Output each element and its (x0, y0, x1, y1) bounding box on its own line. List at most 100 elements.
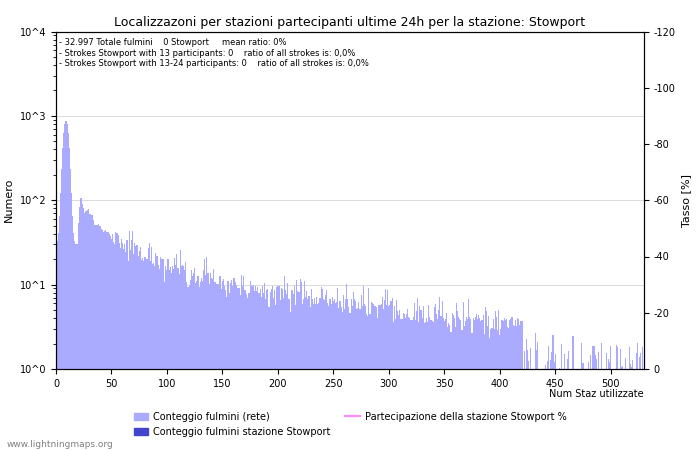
Bar (101, 229, 102, 450)
Bar (494, 329, 495, 450)
Bar (424, 323, 425, 450)
Bar (176, 254, 178, 450)
Bar (433, 322, 434, 450)
Bar (186, 282, 188, 450)
Bar (196, 281, 197, 450)
Bar (468, 299, 469, 450)
Bar (435, 304, 436, 450)
Bar (152, 264, 153, 450)
Bar (255, 286, 256, 450)
Bar (322, 289, 323, 450)
Bar (630, 364, 631, 450)
Bar (490, 329, 491, 450)
Bar (203, 270, 204, 450)
Bar (610, 346, 611, 450)
Bar (488, 316, 489, 450)
Bar (82, 204, 83, 450)
Bar (461, 329, 463, 450)
Bar (64, 124, 65, 450)
Bar (628, 369, 629, 450)
Bar (173, 269, 174, 450)
Bar (195, 283, 196, 450)
Bar (287, 284, 288, 450)
Bar (565, 369, 566, 450)
Bar (95, 225, 97, 450)
Bar (514, 320, 516, 450)
Bar (567, 359, 568, 450)
Bar (452, 313, 453, 450)
Bar (158, 265, 159, 450)
Bar (269, 307, 270, 450)
Bar (288, 299, 290, 450)
Bar (415, 320, 416, 450)
Bar (394, 306, 395, 450)
Bar (581, 342, 582, 450)
Bar (393, 322, 394, 450)
Bar (160, 257, 161, 450)
Bar (144, 257, 146, 450)
Bar (544, 369, 545, 450)
Bar (364, 304, 365, 450)
Bar (445, 319, 446, 450)
Bar (385, 289, 386, 450)
Bar (325, 295, 326, 450)
Bar (125, 252, 127, 450)
Bar (450, 332, 452, 450)
Bar (359, 309, 360, 450)
Bar (148, 243, 150, 450)
Bar (234, 278, 235, 450)
Bar (142, 258, 143, 450)
Bar (68, 133, 69, 450)
Bar (545, 364, 546, 450)
Bar (499, 335, 500, 450)
Bar (528, 361, 529, 450)
Bar (121, 239, 122, 450)
Bar (406, 314, 407, 450)
Bar (253, 285, 254, 450)
Bar (290, 290, 292, 450)
Bar (137, 256, 139, 450)
Bar (434, 307, 435, 450)
Bar (429, 317, 430, 450)
Bar (247, 298, 248, 450)
Bar (582, 363, 584, 450)
Bar (570, 369, 571, 450)
Bar (114, 244, 116, 450)
Bar (609, 362, 610, 450)
Bar (412, 320, 413, 450)
Bar (243, 276, 244, 450)
Bar (518, 320, 519, 450)
Bar (470, 319, 472, 450)
Bar (167, 260, 169, 450)
Bar (226, 297, 228, 450)
Text: - 32.997 Totale fulmini    0 Stowport     mean ratio: 0%
- Strokes Stowport with: - 32.997 Totale fulmini 0 Stowport mean … (59, 38, 369, 68)
Bar (456, 303, 457, 450)
Bar (487, 326, 488, 450)
Bar (496, 317, 497, 450)
Bar (97, 225, 99, 450)
Bar (111, 238, 112, 450)
Bar (360, 295, 362, 450)
Bar (283, 298, 284, 450)
Bar (92, 215, 93, 450)
Bar (560, 369, 561, 450)
Bar (150, 261, 151, 450)
Bar (598, 352, 599, 450)
Bar (300, 282, 302, 450)
Bar (606, 353, 607, 450)
Bar (223, 279, 224, 450)
Bar (351, 306, 353, 450)
Bar (256, 291, 258, 450)
Bar (485, 307, 486, 450)
Bar (270, 292, 271, 450)
Bar (164, 282, 165, 450)
Bar (83, 208, 84, 450)
Bar (398, 315, 400, 450)
Bar (215, 282, 216, 450)
Bar (509, 320, 510, 450)
Bar (512, 325, 514, 450)
Bar (277, 286, 279, 450)
Bar (395, 319, 396, 450)
Bar (417, 298, 418, 450)
Bar (453, 315, 454, 450)
